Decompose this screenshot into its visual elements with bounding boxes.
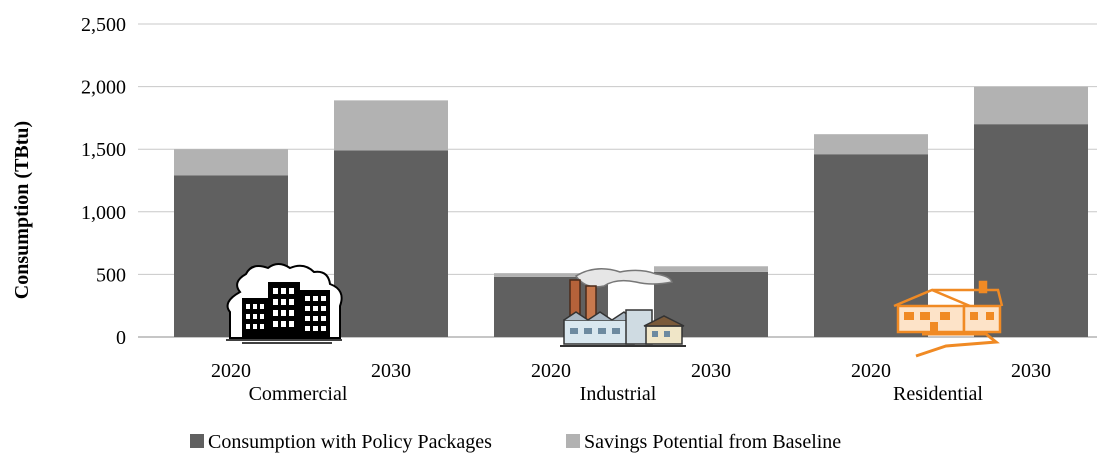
x-tick-year: 2030	[691, 360, 731, 382]
x-tick-year: 2030	[1011, 360, 1051, 382]
x-category-label: Industrial	[580, 383, 657, 405]
x-category-label: Commercial	[249, 383, 348, 405]
legend-swatch	[190, 434, 204, 448]
x-tick-year: 2030	[371, 360, 411, 382]
legend: Consumption with Policy Packages Savings …	[190, 431, 841, 453]
icons	[226, 263, 1004, 358]
bar-savings-commercial-2030	[334, 100, 448, 151]
y-tick-label: 1,500	[81, 139, 126, 161]
y-tick-label: 2,000	[81, 77, 126, 99]
y-tick-label: 0	[116, 327, 126, 349]
legend-label: Consumption with Policy Packages	[208, 431, 492, 453]
y-tick-label: 2,500	[81, 14, 126, 36]
x-tick-year: 2020	[531, 360, 571, 382]
x-tick-year: 2020	[211, 360, 251, 382]
bar-savings-commercial-2020	[174, 149, 288, 176]
x-tick-year: 2020	[851, 360, 891, 382]
y-axis-label: Consumption (TBtu)	[11, 121, 33, 299]
bar-consumption-residential-2030	[974, 124, 1088, 337]
bar-savings-industrial-2020	[494, 273, 608, 277]
legend-label: Savings Potential from Baseline	[584, 431, 841, 453]
bar-savings-residential-2020	[814, 134, 928, 155]
office-buildings-icon	[226, 263, 343, 344]
factory-icon	[560, 268, 686, 347]
bar-savings-residential-2030	[974, 86, 1088, 125]
y-tick-labels: 0 500 1,000 1,500 2,000 2,500	[81, 14, 126, 349]
legend-swatch	[566, 434, 580, 448]
y-tick-label: 1,000	[81, 202, 126, 224]
bar-savings-industrial-2030	[654, 266, 768, 272]
y-tick-label: 500	[96, 264, 126, 286]
bars	[174, 86, 1088, 337]
house-icon	[893, 280, 1004, 358]
x-category-label: Residential	[893, 383, 983, 405]
bar-consumption-commercial-2030	[334, 150, 448, 337]
